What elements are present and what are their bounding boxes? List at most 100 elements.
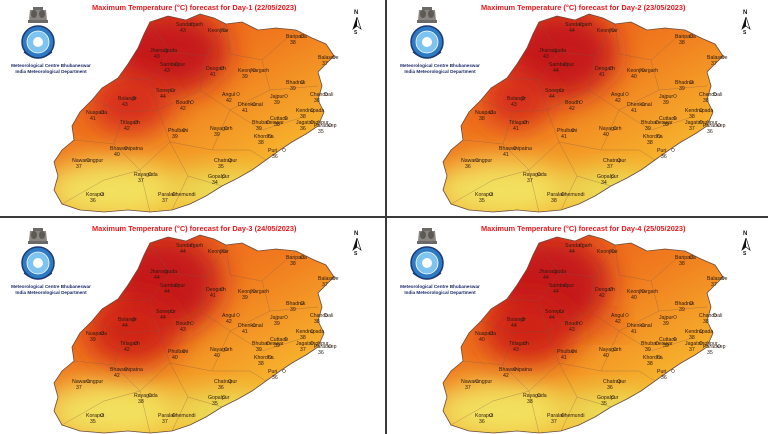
north-label: N xyxy=(354,10,359,16)
station-temperature: 39 xyxy=(274,321,280,327)
station-temperature: 38 xyxy=(479,116,485,122)
org-line-1: Meteorological Centre Bhubaneswar xyxy=(11,63,91,68)
station-marker: Jajpur 39 xyxy=(659,315,677,327)
station-temperature: 43 xyxy=(511,102,517,108)
station-temperature: 40 xyxy=(214,353,220,359)
station-marker: Chatrapur 37 xyxy=(603,158,626,170)
station-marker: Keonjhar xyxy=(208,249,229,255)
station-marker: Boudh 42 xyxy=(565,100,583,112)
station-temperature: 39 xyxy=(214,132,220,138)
station-temperature: 38 xyxy=(679,40,685,46)
station-temperature: 39 xyxy=(645,126,651,132)
station-marker: Bhadrak 39 xyxy=(286,301,306,313)
station-name: Nuapada xyxy=(86,331,107,337)
station-name: Jajpur xyxy=(659,94,673,100)
station-name: Rayagada xyxy=(523,172,547,178)
station-marker: Bhadrak 39 xyxy=(675,301,695,313)
station-marker: Jharsuguda 43 xyxy=(539,48,566,60)
station-name: Gopalpur xyxy=(597,395,619,401)
station-temperature: 39 xyxy=(256,347,262,353)
station-marker: Jagatsinghpur 37 xyxy=(685,341,718,353)
station-marker: Paralakhemundi 38 xyxy=(547,192,585,204)
station-marker: Paradeep 35 xyxy=(703,344,726,356)
station-temperature: 37 xyxy=(76,164,82,170)
station-marker: Bhubaneswar 39 xyxy=(252,120,284,132)
station-temperature: 38 xyxy=(527,399,533,405)
station-marker: Cuttack 39 xyxy=(659,337,677,349)
station-name: Gopalpur xyxy=(208,174,230,180)
station-name: Paralakhemundi xyxy=(158,192,196,198)
station-name: Paralakhemundi xyxy=(547,192,585,198)
station-marker: Baripada 38 xyxy=(286,255,307,267)
station-name: Baripada xyxy=(286,255,307,261)
station-temperature: 39 xyxy=(290,307,296,313)
station-marker: Sonepur 44 xyxy=(156,309,176,321)
station-name: Paradeep xyxy=(314,344,337,350)
station-temperature: 40 xyxy=(631,295,637,301)
station-name: Jagatsinghpur xyxy=(296,341,329,347)
station-marker: Titlagarh 43 xyxy=(509,341,529,353)
station-name: Balasore xyxy=(707,276,728,282)
station-name: Titlagarh xyxy=(120,120,140,126)
station-temperature: 44 xyxy=(569,249,575,255)
station-temperature: 43 xyxy=(513,347,519,353)
station-temperature: 40 xyxy=(603,353,609,359)
station-temperature: 38 xyxy=(138,399,144,405)
station-marker: Sambalpur 43 xyxy=(160,62,185,74)
station-marker: Bolangir 43 xyxy=(118,96,137,108)
station-name: Sambalpur xyxy=(160,283,185,289)
station-name: Chatrapur xyxy=(603,158,626,164)
station-temperature: 38 xyxy=(274,122,280,128)
station-name: Jajpur xyxy=(270,315,284,321)
station-marker: Rayagada 37 xyxy=(134,172,158,184)
station-marker: Cuttack 39 xyxy=(659,116,677,128)
panel-title: Maximum Temperature (°C) forecast for Da… xyxy=(92,3,297,12)
station-temperature: 44 xyxy=(160,94,166,100)
station-marker: Khordha 38 xyxy=(643,134,663,146)
organization-label: Meteorological Centre Bhubaneswar India … xyxy=(395,63,485,75)
station-name: Baripada xyxy=(675,34,696,40)
station-marker: Titlagarh 42 xyxy=(120,120,140,132)
station-temperature: 38 xyxy=(689,114,695,120)
org-line-2: India Meteorological Department xyxy=(404,69,476,74)
station-name: Sonepur xyxy=(545,88,565,94)
station-name: Jagatsinghpur xyxy=(296,120,329,126)
station-temperature: 39 xyxy=(274,100,280,106)
station-marker: Kendrapada 38 xyxy=(685,108,713,120)
station-name: Phulbani xyxy=(557,349,577,355)
station-name: Deogarh xyxy=(595,66,615,72)
station-name: Dhenkanal xyxy=(238,102,263,108)
station-temperature: 37 xyxy=(300,347,306,353)
station-temperature: 43 xyxy=(543,54,549,60)
station-marker: Nawarangpur 37 xyxy=(461,379,492,391)
station-marker: Gopalpur 34 xyxy=(208,174,230,186)
station-temperature: 44 xyxy=(160,315,166,321)
station-marker: Bhubaneswar 39 xyxy=(641,341,673,353)
station-temperature: 41 xyxy=(90,116,96,122)
station-marker: Bolangir 44 xyxy=(507,317,526,329)
station-temperature: 36 xyxy=(479,419,485,425)
station-temperature: 34 xyxy=(601,180,607,186)
station-marker: Kendrapada 38 xyxy=(685,329,713,341)
station-temperature: 44 xyxy=(154,275,160,281)
org-line-2: India Meteorological Department xyxy=(404,290,476,295)
station-marker: Keonjhargarh 39 xyxy=(238,68,269,80)
station-name: Chatrapur xyxy=(214,379,237,385)
station-name: Jagatsinghpur xyxy=(685,341,718,347)
station-temperature: 42 xyxy=(569,106,575,112)
station-marker: Boudh 42 xyxy=(176,100,194,112)
imd-emblem-icon xyxy=(410,228,444,280)
station-name: Khordha xyxy=(643,134,663,140)
station-marker: Khordha 38 xyxy=(254,355,274,367)
station-marker: Chatrapur 36 xyxy=(214,379,237,391)
station-temperature: 39 xyxy=(90,337,96,343)
station-name: Paralakhemundi xyxy=(158,413,196,419)
station-marker: Nuapada 40 xyxy=(475,331,496,343)
station-temperature: 40 xyxy=(479,337,485,343)
station-temperature: 36 xyxy=(272,375,278,381)
station-marker: Nayagarh 40 xyxy=(599,126,622,138)
station-name: Rayagada xyxy=(134,393,158,399)
station-name: Sundargarh xyxy=(565,243,592,249)
station-temperature: 42 xyxy=(114,373,120,379)
station-name: Bhubaneswar xyxy=(252,341,284,347)
